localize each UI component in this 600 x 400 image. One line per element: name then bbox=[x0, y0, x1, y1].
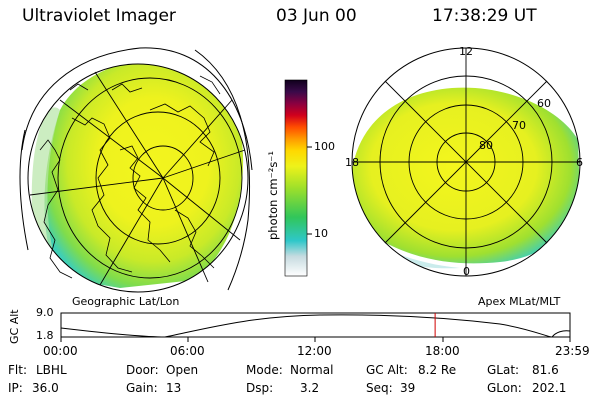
gcalt-value: 8.2 Re bbox=[418, 363, 457, 377]
altitude-ytick-low: 1.8 bbox=[36, 329, 54, 342]
door-label: Door: bbox=[126, 363, 159, 377]
dsp-label: Dsp: bbox=[246, 381, 274, 395]
gcalt-label: GC Alt: bbox=[366, 363, 408, 377]
dsp-value: 3.2 bbox=[300, 381, 320, 395]
time-tick-0600: 06:00 bbox=[170, 344, 205, 358]
mlt-label-0: 0 bbox=[463, 265, 470, 278]
auroral-oval-emission bbox=[352, 87, 580, 264]
instrument-title: Ultraviolet Imager bbox=[22, 6, 176, 26]
time-tick-1200: 12:00 bbox=[297, 344, 332, 358]
image-date: 03 Jun 00 bbox=[276, 6, 357, 26]
image-time: 17:38:29 UT bbox=[432, 6, 537, 26]
glat-label: GLat: bbox=[487, 363, 520, 377]
mlt-label-18: 18 bbox=[345, 156, 359, 169]
geographic-map bbox=[19, 47, 253, 293]
ip-label: IP: bbox=[8, 381, 23, 395]
mlt-label-12: 12 bbox=[459, 45, 473, 58]
mode-label: Mode: bbox=[246, 363, 283, 377]
altitude-plot bbox=[60, 312, 571, 342]
auroral-emission-left bbox=[44, 64, 244, 288]
gain-label: Gain: bbox=[126, 381, 158, 395]
colorbar-tick-100: 100 bbox=[314, 140, 335, 153]
magnetic-polar-plot bbox=[351, 47, 581, 277]
left-panel-caption: Geographic Lat/Lon bbox=[72, 295, 180, 308]
glon-label: GLon: bbox=[487, 381, 522, 395]
time-tick-2359: 23:59 bbox=[555, 344, 590, 358]
filter-label: Flt: bbox=[8, 363, 27, 377]
coastlines bbox=[39, 75, 221, 279]
filter-value: LBHL bbox=[36, 363, 67, 377]
mlt-label-6: 6 bbox=[576, 156, 583, 169]
colorbar bbox=[284, 79, 312, 277]
mode-value: Normal bbox=[290, 363, 334, 377]
right-panel-caption: Apex MLat/MLT bbox=[478, 295, 561, 308]
colorbar-unit-label: photon cm⁻²s⁻¹ bbox=[266, 151, 280, 240]
ip-value: 36.0 bbox=[32, 381, 59, 395]
colorbar-tick-10: 10 bbox=[314, 227, 328, 240]
mlat-label-80: 80 bbox=[479, 139, 493, 152]
glat-value: 81.6 bbox=[532, 363, 559, 377]
glon-value: 202.1 bbox=[532, 381, 567, 395]
altitude-ylabel: GC Alt bbox=[8, 309, 21, 344]
seq-value: 39 bbox=[400, 381, 416, 395]
mlat-label-60: 60 bbox=[537, 97, 551, 110]
time-tick-1800: 18:00 bbox=[425, 344, 460, 358]
mlat-label-70: 70 bbox=[512, 119, 526, 132]
door-value: Open bbox=[166, 363, 199, 377]
time-tick-0000: 00:00 bbox=[43, 344, 78, 358]
altitude-ytick-high: 9.0 bbox=[36, 306, 54, 319]
gain-value: 13 bbox=[166, 381, 182, 395]
seq-label: Seq: bbox=[366, 381, 393, 395]
altitude-curve bbox=[60, 314, 571, 338]
